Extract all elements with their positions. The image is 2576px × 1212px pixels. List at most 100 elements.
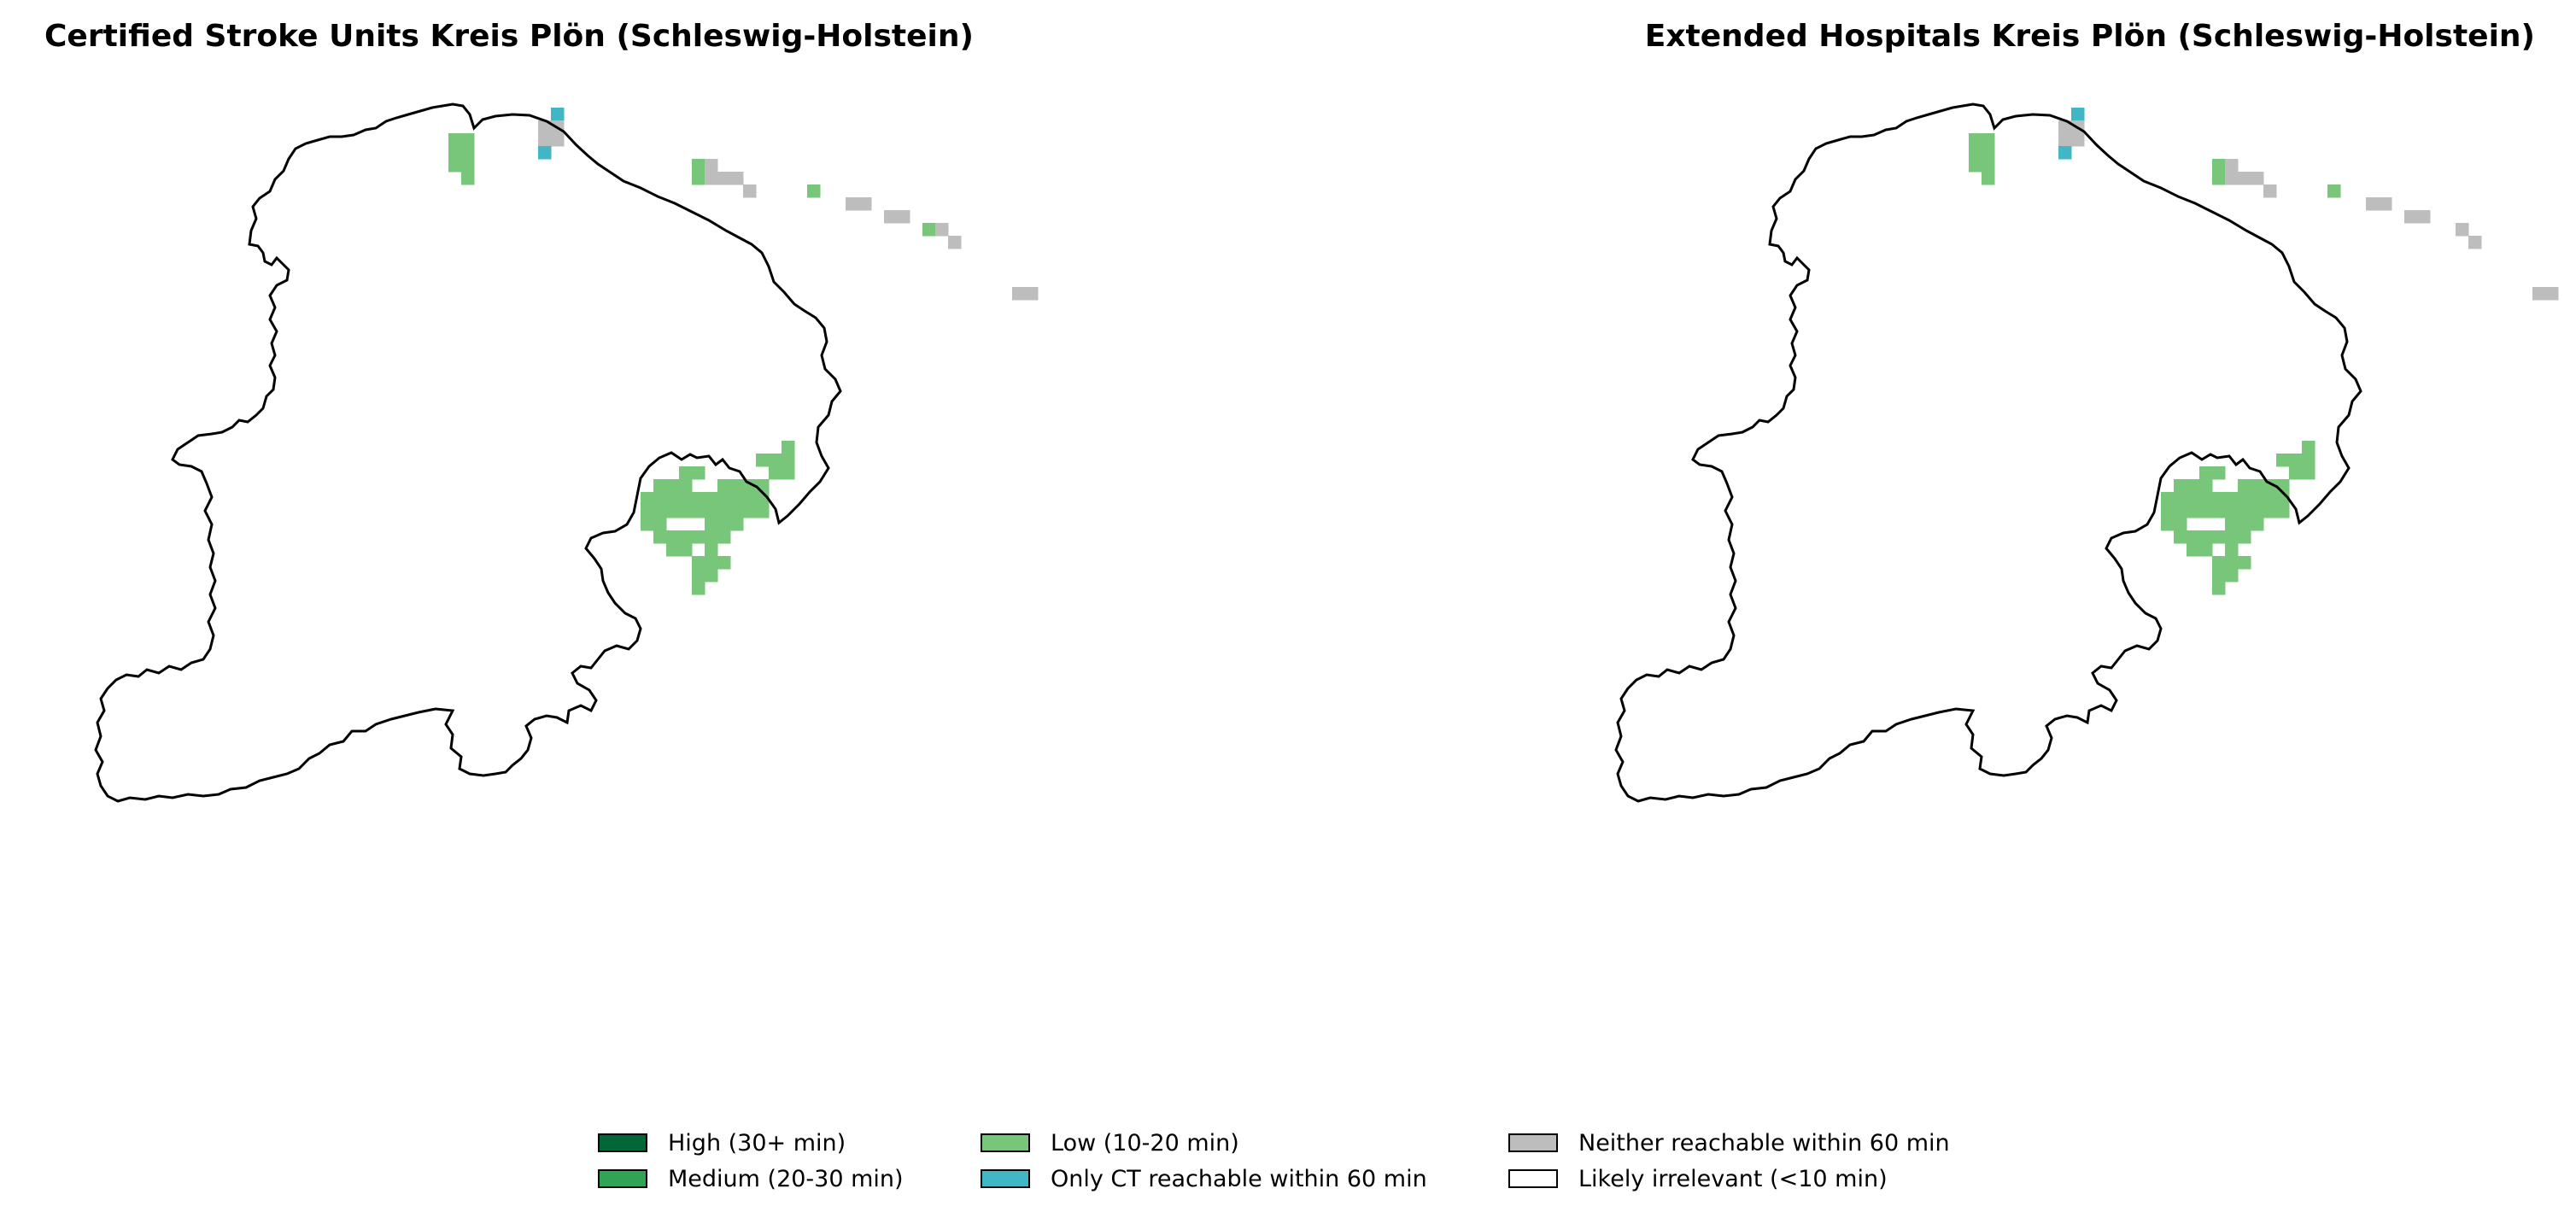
grid-cell-low [692, 492, 705, 506]
grid-cell-low [679, 543, 693, 557]
grid-cell-low [2212, 159, 2226, 173]
grid-cell-low [717, 505, 731, 518]
grid-cell-low [2263, 492, 2277, 506]
grid-cell-neither [2071, 133, 2085, 147]
grid-cell-low [2199, 479, 2213, 493]
grid-cell-low [2238, 556, 2251, 570]
grid-cell-low [2225, 492, 2239, 506]
grid-cell-ct_only [551, 108, 565, 121]
map-title-right: Extended Hospitals Kreis Plön (Schleswig… [1644, 19, 2535, 54]
grid-cell-neither [717, 172, 731, 185]
grid-cell-low [2251, 479, 2264, 493]
legend-label-ct-only: Only CT reachable within 60 min [1051, 1165, 1427, 1192]
grid-cell-neither [897, 210, 910, 224]
grid-cell-low [2174, 518, 2187, 531]
grid-cell-low [1969, 133, 1982, 147]
district-outline-right [1614, 102, 2362, 803]
grid-cell-neither [1025, 287, 1039, 301]
grid-cell-low [2187, 505, 2200, 518]
grid-cell-low [448, 159, 462, 173]
grid-cell-low [653, 518, 667, 531]
grid-cell-low [641, 518, 654, 531]
grid-cell-low [679, 466, 693, 480]
grid-cell-low [782, 466, 795, 480]
grid-cell-low [692, 159, 705, 173]
grid-cell-low [2327, 184, 2341, 198]
grid-cell-low [2199, 530, 2213, 544]
grid-cell-low [2238, 479, 2251, 493]
grid-cell-low [922, 223, 936, 237]
grid-cell-low [1982, 146, 1995, 160]
grid-cell-neither [2404, 210, 2418, 224]
grid-cell-neither [2379, 197, 2392, 211]
grid-cell-neither [743, 184, 757, 198]
grid-cell-low [756, 505, 770, 518]
grid-cell-low [2225, 505, 2239, 518]
grid-cell-low [448, 133, 462, 147]
grid-cell-low [807, 184, 821, 198]
grid-cell-low [679, 530, 693, 544]
legend-swatch-neither [1508, 1133, 1558, 1152]
grid-cell-low [730, 492, 744, 506]
grid-cell-low [692, 466, 705, 480]
legend: High (30+ min) Medium (20-30 min) Low (1… [598, 1126, 2050, 1194]
grid-cell-low [2212, 582, 2226, 595]
grid-cell-low [717, 530, 731, 544]
grid-cell-low [2225, 556, 2239, 570]
grid-cell-low [2212, 492, 2226, 506]
grid-cell-low [679, 479, 693, 493]
grid-cell-low [2187, 492, 2200, 506]
legend-swatch-high [598, 1133, 647, 1152]
grid-cell-neither [705, 159, 718, 173]
grid-cell-low [2199, 505, 2213, 518]
grid-cell-low [1982, 172, 1995, 185]
grid-cell-low [1982, 159, 1995, 173]
grid-cell-low [692, 556, 705, 570]
grid-cell-neither [705, 172, 718, 185]
grid-cell-neither [2468, 236, 2482, 249]
legend-swatch-low [981, 1133, 1030, 1152]
grid-cell-low [666, 530, 680, 544]
grid-cell-low [2289, 454, 2303, 467]
legend-swatch-ct-only [981, 1169, 1030, 1188]
grid-cell-neither [2225, 172, 2239, 185]
grid-cell-low [679, 492, 693, 506]
grid-cell-low [743, 505, 757, 518]
grid-cell-low [756, 479, 770, 493]
grid-cell-low [448, 146, 462, 160]
grid-cell-low [2187, 479, 2200, 493]
grid-cell-neither [538, 120, 552, 134]
grid-cell-low [2174, 530, 2187, 544]
grid-cell-low [2225, 530, 2239, 544]
grid-cell-low [461, 146, 475, 160]
grid-cell-low [705, 569, 718, 583]
grid-cell-neither [551, 133, 565, 147]
grid-cell-low [2212, 530, 2226, 544]
map-title-left: Certified Stroke Units Kreis Plön (Schle… [44, 19, 974, 54]
legend-item-high: High (30+ min) [598, 1126, 846, 1160]
grid-cell-low [461, 172, 475, 185]
legend-item-irrelevant: Likely irrelevant (<10 min) [1508, 1162, 1888, 1196]
grid-cell-neither [2456, 223, 2469, 237]
grid-cell-neither [884, 210, 898, 224]
grid-cell-low [2212, 569, 2226, 583]
grid-cell-low [2212, 466, 2226, 480]
legend-swatch-medium [598, 1169, 647, 1188]
grid-cell-low [769, 454, 782, 467]
grid-cell-low [705, 518, 718, 531]
grid-cell-low [666, 543, 680, 557]
grid-cell-neither [1012, 287, 1026, 301]
map-panel-right [1614, 102, 2559, 803]
grid-cell-low [2276, 479, 2290, 493]
grid-cell-low [2161, 492, 2175, 506]
grid-cell-neither [2545, 287, 2559, 301]
grid-cell-low [2251, 518, 2264, 531]
grid-cell-low [2212, 556, 2226, 570]
legend-label-low: Low (10-20 min) [1051, 1129, 1239, 1156]
grid-cell-low [705, 492, 718, 506]
grid-cell-low [2302, 454, 2315, 467]
legend-item-medium: Medium (20-30 min) [598, 1162, 904, 1196]
grid-cell-low [2174, 492, 2187, 506]
grid-cell-low [2225, 569, 2239, 583]
grid-cell-neither [730, 172, 744, 185]
